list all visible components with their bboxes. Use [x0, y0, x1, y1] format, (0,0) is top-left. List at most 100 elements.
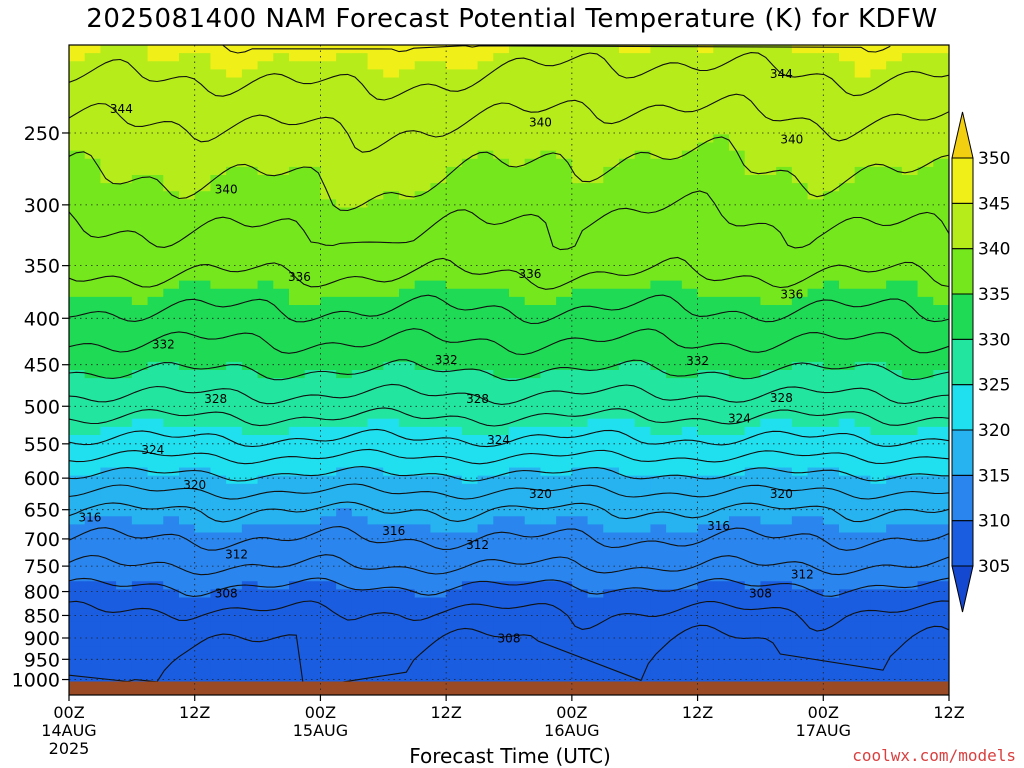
theta-cell — [414, 589, 432, 599]
theta-cell — [100, 378, 117, 387]
theta-cell — [870, 443, 887, 452]
theta-cell — [571, 370, 589, 379]
theta-cell — [383, 459, 400, 469]
theta-cell — [681, 231, 699, 241]
theta-cell — [760, 662, 777, 672]
theta-cell — [744, 264, 762, 274]
theta-cell — [493, 589, 510, 599]
theta-cell — [147, 93, 164, 103]
theta-cell — [131, 45, 149, 54]
theta-cell — [870, 589, 887, 599]
theta-cell — [839, 199, 856, 209]
theta-cell — [430, 378, 447, 387]
theta-cell — [493, 126, 510, 135]
theta-cell — [367, 183, 384, 192]
theta-cell — [933, 337, 949, 347]
theta-cell — [351, 361, 369, 371]
theta-cell — [650, 589, 667, 599]
theta-cell — [729, 662, 746, 672]
theta-cell — [760, 508, 777, 517]
theta-cell — [823, 110, 840, 119]
theta-cell — [367, 272, 384, 282]
theta-cell — [477, 110, 494, 119]
theta-cell — [351, 150, 369, 160]
theta-cell — [886, 467, 903, 477]
theta-cell — [933, 597, 949, 607]
theta-cell — [933, 191, 949, 200]
theta-cell — [194, 426, 212, 436]
theta-cell — [666, 443, 683, 452]
theta-cell — [933, 410, 949, 420]
theta-cell — [461, 630, 479, 639]
theta-cell — [194, 85, 212, 95]
theta-cell — [430, 175, 447, 184]
theta-cell — [760, 110, 777, 119]
theta-cell — [399, 540, 416, 550]
theta-cell — [461, 175, 479, 184]
theta-cell — [210, 654, 227, 664]
theta-cell — [603, 581, 620, 590]
theta-cell — [100, 597, 117, 607]
theta-cell — [650, 337, 667, 347]
theta-cell — [729, 313, 746, 322]
x-tick-date: 17AUG — [796, 721, 851, 740]
theta-cell — [556, 386, 573, 395]
theta-cell — [823, 85, 840, 95]
theta-cell — [729, 110, 746, 119]
theta-cell — [399, 630, 416, 639]
theta-cell — [399, 483, 416, 493]
theta-cell — [901, 256, 919, 265]
theta-cell — [461, 418, 479, 428]
theta-cell — [194, 548, 212, 558]
theta-cell — [524, 118, 542, 127]
theta-cell — [870, 662, 887, 672]
theta-cell — [870, 142, 887, 152]
theta-cell — [556, 345, 573, 355]
theta-cell — [729, 134, 746, 144]
theta-cell — [257, 288, 274, 298]
theta-cell — [634, 524, 652, 534]
theta-cell — [351, 85, 369, 95]
theta-cell — [776, 126, 793, 135]
theta-cell — [619, 418, 636, 428]
theta-cell — [697, 126, 714, 135]
theta-cell — [650, 345, 667, 355]
theta-cell — [776, 158, 793, 168]
theta-cell — [116, 264, 133, 274]
theta-cell — [807, 150, 824, 160]
theta-cell — [870, 605, 887, 615]
theta-cell — [886, 459, 903, 469]
theta-cell — [603, 199, 620, 209]
theta-cell — [666, 110, 683, 119]
theta-cell — [336, 215, 353, 225]
theta-cell — [477, 573, 494, 582]
theta-cell — [870, 573, 887, 582]
theta-cell — [147, 150, 164, 160]
theta-cell — [509, 589, 526, 599]
theta-cell — [917, 516, 934, 525]
theta-cell — [587, 491, 604, 501]
theta-cell — [524, 93, 542, 103]
theta-cell — [556, 508, 573, 517]
theta-cell — [697, 670, 714, 680]
theta-cell — [477, 654, 494, 664]
theta-cell — [540, 654, 557, 664]
theta-cell — [681, 150, 699, 160]
theta-cell — [650, 77, 667, 87]
theta-cell — [194, 451, 212, 460]
theta-cell — [603, 467, 620, 477]
theta-cell — [713, 215, 730, 225]
theta-cell — [524, 353, 542, 363]
theta-cell — [493, 451, 510, 460]
theta-cell — [273, 158, 290, 168]
theta-cell — [540, 353, 557, 363]
theta-cell — [603, 296, 620, 306]
theta-cell — [917, 654, 934, 664]
theta-cell — [116, 573, 133, 582]
theta-cell — [320, 532, 337, 542]
theta-cell — [524, 670, 542, 680]
theta-cell — [587, 548, 604, 558]
theta-cell — [587, 418, 604, 428]
theta-cell — [414, 573, 432, 582]
theta-cell — [257, 77, 274, 87]
